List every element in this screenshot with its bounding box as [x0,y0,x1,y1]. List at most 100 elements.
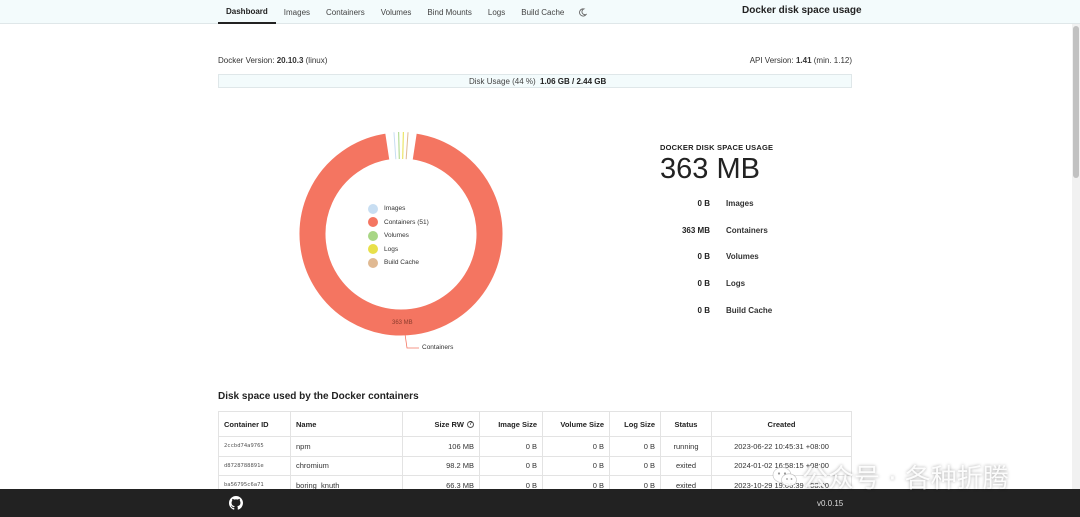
containers-table-wrap: Container ID Name Size RW ? Image Size V… [218,411,852,489]
col-size-rw[interactable]: Size RW ? [402,411,480,437]
api-version: API Version: 1.41 (min. 1.12) [750,56,852,65]
cell-container-id: ba56795c6a71 [218,475,291,489]
docker-version-os: (linux) [305,56,328,65]
legend-item-images[interactable]: Images [368,202,429,216]
cell-size-rw: 66.3 MB [402,475,480,489]
donut-slice-containers[interactable] [298,132,504,337]
legend-dot-images [368,203,378,214]
api-version-label: API Version: [749,56,794,65]
summary-total: 363 MB [660,153,760,185]
nav-tabs: Dashboard Images Containers Volumes Bind… [218,0,593,24]
summary-row-volumes: 0 B Volumes [660,252,860,279]
help-icon[interactable]: ? [467,421,474,429]
summary-row-images: 0 B Images [660,199,860,226]
slice-data-label: 363 MB [392,320,413,326]
legend-label-containers: Containers (51) [384,218,429,226]
chart-legend: Images Containers (51) Volumes Logs Buil… [368,202,429,270]
cell-status: exited [660,455,712,476]
slice-callout-label: Containers [422,344,454,351]
col-size-rw-label: Size RW [434,419,464,429]
tab-build-cache[interactable]: Build Cache [521,7,565,17]
cell-name: npm [290,436,403,457]
summary-label: Images [726,199,754,208]
legend-dot-logs [368,244,378,255]
summary-value: 363 MB [681,225,710,235]
tab-images[interactable]: Images [283,7,311,17]
tab-containers[interactable]: Containers [326,7,365,17]
cell-name: chromium [290,455,403,476]
donut-svg [298,132,504,349]
containers-table: Container ID Name Size RW ? Image Size V… [218,411,852,489]
col-status[interactable]: Status [660,411,712,437]
tab-dashboard[interactable]: Dashboard [218,0,276,24]
table-row[interactable]: 2ccbd74a9765 npm 106 MB 0 B 0 B 0 B runn… [218,436,852,457]
legend-label-images: Images [384,205,406,213]
cell-image-size: 0 B [479,455,543,476]
summary-value: 0 B [697,279,710,289]
cell-name: boring_knuth [290,475,403,489]
donut-slice-images[interactable] [393,132,397,160]
legend-label-volumes: Volumes [384,232,409,240]
cell-image-size: 0 B [479,436,543,457]
col-name[interactable]: Name [290,411,403,437]
cell-status: exited [660,475,712,489]
cell-volume-size: 0 B [542,436,610,457]
disk-usage-label: Disk Usage (44 %) [469,77,536,86]
cell-volume-size: 0 B [542,455,610,476]
cell-container-id: d8728788891e [218,455,291,476]
legend-dot-containers [368,217,378,228]
legend-dot-build-cache [368,257,378,268]
tab-logs[interactable]: Logs [487,7,506,17]
cell-log-size: 0 B [609,436,661,457]
table-header-row: Container ID Name Size RW ? Image Size V… [218,411,852,437]
donut-slice-build-cache[interactable] [405,132,409,160]
cell-size-rw: 98.2 MB [402,455,480,476]
legend-dot-volumes [368,230,378,241]
cell-image-size: 0 B [479,475,543,489]
tab-volumes[interactable]: Volumes [380,7,412,17]
legend-item-logs[interactable]: Logs [368,243,429,257]
api-version-value: 1.41 [795,56,812,65]
app-title: Docker disk space usage [742,5,862,16]
containers-section-title: Disk space used by the Docker containers [218,391,419,402]
watermark: 公众号 · 各种折腾 [772,458,1009,495]
summary-row-logs: 0 B Logs [660,279,860,306]
summary-row-containers: 363 MB Containers [660,226,860,253]
summary-value: 0 B [697,305,710,315]
page-scrollbar[interactable] [1072,24,1080,489]
cell-log-size: 0 B [609,455,661,476]
cell-status: running [660,436,712,457]
legend-item-containers[interactable]: Containers (51) [368,216,429,230]
moon-icon[interactable] [572,0,593,24]
col-image-size[interactable]: Image Size [479,411,543,437]
legend-item-volumes[interactable]: Volumes [368,229,429,243]
top-navbar: Dashboard Images Containers Volumes Bind… [0,0,1080,24]
docker-version: Docker Version: 20.10.3 (linux) [218,56,327,65]
wechat-logo [772,466,797,486]
col-log-size[interactable]: Log Size [609,411,661,437]
footer: v0.0.15 [0,489,1080,517]
summary-label: Logs [726,279,746,289]
legend-item-build-cache[interactable]: Build Cache [368,256,429,270]
docker-version-value: 20.10.3 [276,56,304,65]
usage-summary: DOCKER DISK SPACE USAGE 363 MB 0 B Image… [660,143,860,315]
disk-usage-donut-chart: Images Containers (51) Volumes Logs Buil… [298,128,504,358]
docker-version-label: Docker Version: [218,56,275,65]
cell-log-size: 0 B [609,475,661,489]
tab-bind-mounts[interactable]: Bind Mounts [427,7,472,17]
table-row[interactable]: d8728788891e chromium 98.2 MB 0 B 0 B 0 … [218,455,852,476]
github-icon[interactable] [229,496,243,510]
cell-size-rw: 106 MB [402,436,480,457]
callout-line [404,333,419,349]
table-row[interactable]: ba56795c6a71 boring_knuth 66.3 MB 0 B 0 … [218,475,852,489]
col-created[interactable]: Created [711,411,852,437]
summary-label: Volumes [726,252,759,262]
cell-container-id: 2ccbd74a9765 [218,436,291,457]
col-container-id[interactable]: Container ID [218,411,291,437]
col-volume-size[interactable]: Volume Size [542,411,610,437]
donut-slice-volumes[interactable] [398,132,400,160]
summary-row-build-cache: 0 B Build Cache [660,306,860,333]
donut-slice-logs[interactable] [402,132,404,160]
legend-label-logs: Logs [384,245,399,253]
scrollbar-thumb[interactable] [1073,26,1079,178]
